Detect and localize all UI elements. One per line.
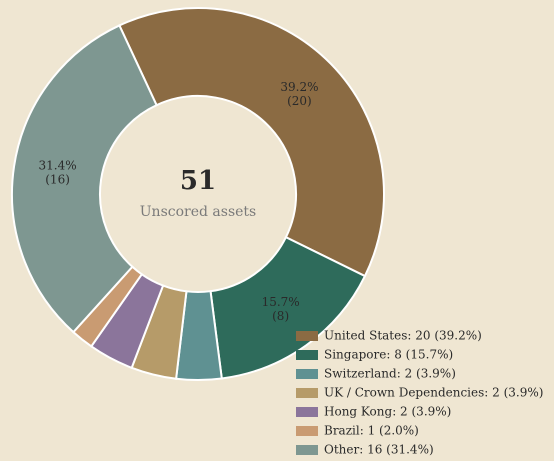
slice: [11, 24, 158, 334]
center-total: 51: [180, 166, 216, 196]
slice-label: 31.4%: [39, 158, 77, 172]
legend-swatch: [296, 350, 318, 360]
slice: [209, 235, 367, 380]
slice-label: (20): [287, 94, 312, 108]
slice: [118, 7, 385, 278]
legend-label: Hong Kong: 2 (3.9%): [324, 405, 451, 419]
legend-label: United States: 20 (39.2%): [324, 329, 482, 343]
legend-swatch: [296, 388, 318, 398]
slice-label: 39.2%: [280, 80, 318, 94]
slice-label: 15.7%: [262, 295, 300, 309]
legend-swatch: [296, 331, 318, 341]
legend-label: Other: 16 (31.4%): [324, 443, 434, 457]
legend-swatch: [296, 426, 318, 436]
legend-label: Brazil: 1 (2.0%): [324, 424, 419, 438]
legend-swatch: [296, 407, 318, 417]
legend-swatch: [296, 369, 318, 379]
legend-label: Switzerland: 2 (3.9%): [324, 367, 456, 381]
center-label: Unscored assets: [140, 204, 256, 220]
legend-label: UK / Crown Dependencies: 2 (3.9%): [324, 386, 543, 400]
slice-label: (16): [45, 172, 70, 186]
legend-label: Singapore: 8 (15.7%): [324, 348, 453, 362]
slice-label: (8): [272, 309, 289, 323]
legend-swatch: [296, 445, 318, 455]
